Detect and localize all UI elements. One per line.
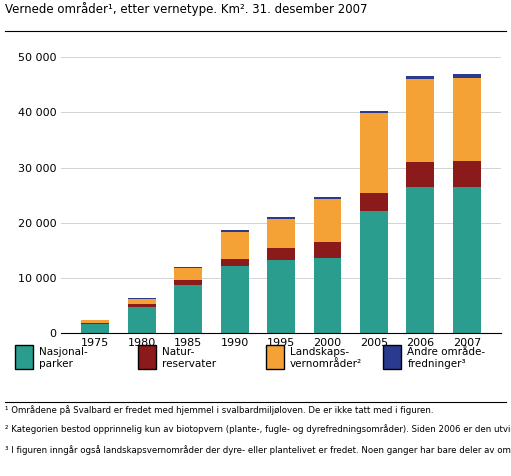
Bar: [128, 307, 156, 333]
Bar: [453, 78, 481, 161]
Bar: [267, 248, 295, 260]
Text: Natur-
reservater: Natur- reservater: [162, 347, 216, 369]
Bar: [453, 187, 481, 333]
Bar: [174, 280, 202, 285]
Text: Landskaps-
vernområder²: Landskaps- vernområder²: [290, 347, 362, 369]
Bar: [267, 219, 295, 248]
Bar: [406, 162, 434, 187]
Bar: [406, 76, 434, 79]
Bar: [221, 266, 248, 333]
Bar: [360, 193, 388, 210]
Bar: [406, 79, 434, 162]
Bar: [128, 305, 156, 307]
Bar: [314, 258, 341, 333]
Bar: [221, 230, 248, 232]
Bar: [81, 320, 109, 323]
Text: Nasjonal-
parker: Nasjonal- parker: [39, 347, 88, 369]
Bar: [406, 187, 434, 333]
Text: Vernede områder¹, etter vernetype. Km². 31. desember 2007: Vernede områder¹, etter vernetype. Km². …: [5, 2, 367, 16]
Bar: [360, 113, 388, 193]
Bar: [128, 298, 156, 299]
Bar: [314, 242, 341, 258]
Text: ³ I figuren inngår også landskapsvernområder der dyre- eller plantelivet er fred: ³ I figuren inngår også landskapsvernomr…: [5, 446, 511, 456]
Bar: [128, 299, 156, 305]
Bar: [314, 197, 341, 199]
Bar: [267, 260, 295, 333]
Bar: [81, 323, 109, 324]
Bar: [221, 258, 248, 266]
Bar: [81, 324, 109, 333]
Text: Andre område-
fredninger³: Andre område- fredninger³: [407, 347, 485, 369]
Text: ² Kategorien bestod opprinnelig kun av biotopvern (plante-, fugle- og dyrefredni: ² Kategorien bestod opprinnelig kun av b…: [5, 424, 511, 434]
Bar: [360, 210, 388, 333]
Bar: [174, 285, 202, 333]
Bar: [360, 111, 388, 113]
Bar: [221, 232, 248, 258]
Text: ¹ Områdene på Svalbard er fredet med hjemmel i svalbardmiljøloven. De er ikke ta: ¹ Områdene på Svalbard er fredet med hje…: [5, 406, 434, 416]
Bar: [314, 199, 341, 242]
Bar: [174, 267, 202, 268]
Bar: [174, 268, 202, 280]
Bar: [267, 217, 295, 219]
Bar: [453, 74, 481, 78]
Bar: [453, 161, 481, 187]
